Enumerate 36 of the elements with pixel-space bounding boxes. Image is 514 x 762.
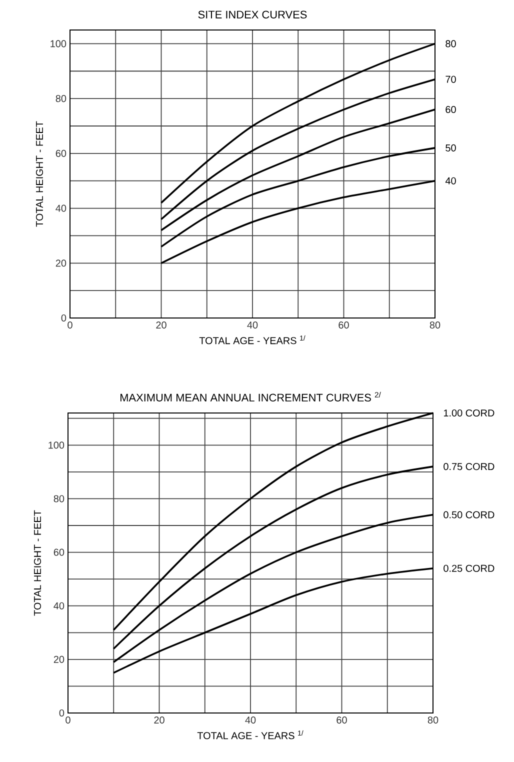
chart-title: SITE INDEX CURVES [198, 10, 307, 18]
series-label: 70 [446, 76, 456, 83]
x-tick-label: 40 [247, 322, 258, 329]
y-tick-label: 100 [50, 40, 66, 48]
y-tick-label: 40 [54, 602, 64, 610]
series-label: 0.75 CORD [444, 463, 494, 470]
y-axis-title: TOTAL HEIGHT - FEET [36, 121, 44, 227]
chart-title: MAXIMUM MEAN ANNUAL INCREMENT CURVES $^{2/}$ [120, 392, 381, 402]
x-tick-label: 80 [428, 716, 438, 724]
x-tick-label: 0 [68, 322, 72, 329]
y-tick-label: 20 [54, 656, 64, 663]
x-tick-label: 40 [245, 716, 256, 724]
series-label: 40 [445, 177, 456, 184]
y-tick-label: 80 [54, 495, 64, 502]
x-tick-label: 20 [154, 716, 164, 724]
x-tick-label: 80 [430, 322, 440, 329]
y-axis-title: TOTAL HEIGHT - FEET [34, 510, 42, 616]
y-tick-label: 60 [56, 150, 66, 157]
series-label: 0.50 CORD [444, 511, 494, 518]
x-tick-label: 20 [156, 322, 166, 329]
y-tick-label: 0 [61, 314, 66, 322]
y-tick-label: 20 [56, 260, 66, 267]
x-axis-title: TOTAL AGE - YEARS $^{1/}$ [197, 730, 304, 740]
y-tick-label: 80 [56, 95, 66, 102]
series-label: 60 [446, 106, 456, 114]
series-label: 1.00 CORD [444, 409, 494, 417]
x-tick-label: 60 [336, 716, 347, 724]
series-label: 0.25 CORD [444, 564, 494, 572]
series-label: 80 [446, 40, 456, 48]
y-tick-label: 60 [54, 548, 64, 556]
y-tick-label: 0 [59, 709, 64, 717]
x-axis-title: TOTAL AGE - YEARS $^{1/}$ [199, 335, 306, 344]
y-tick-label: 100 [48, 442, 64, 449]
series-label: 50 [446, 144, 456, 152]
y-tick-label: 40 [56, 204, 66, 212]
x-tick-label: 60 [338, 322, 349, 329]
